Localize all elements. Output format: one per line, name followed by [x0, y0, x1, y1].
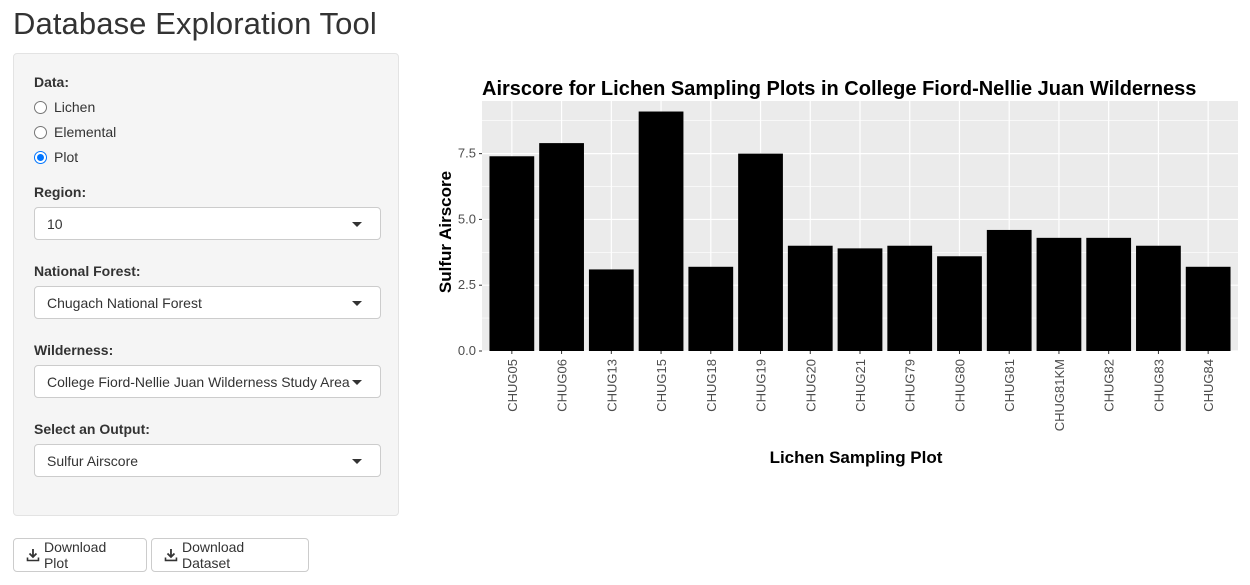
radio-label-elemental: Elemental — [54, 124, 117, 140]
download-icon — [164, 549, 178, 562]
x-tick-label: CHUG05 — [505, 359, 520, 412]
x-tick-label: CHUG15 — [654, 359, 669, 412]
x-tick-label: CHUG82 — [1102, 359, 1117, 412]
x-tick-label: CHUG13 — [604, 359, 619, 412]
bars — [489, 111, 1231, 351]
bar-chug15 — [638, 111, 684, 351]
caret-down-icon — [352, 459, 362, 464]
bar-chug81 — [986, 229, 1032, 351]
bar-chug81km — [1036, 237, 1082, 351]
x-tick-label: CHUG18 — [704, 359, 719, 412]
radio-button-lichen[interactable] — [34, 100, 47, 114]
y-tick-label: 2.5 — [458, 277, 476, 292]
national-forest-select-value: Chugach National Forest — [47, 295, 202, 311]
region-label: Region: — [34, 184, 87, 200]
region-select[interactable]: 10 — [34, 207, 381, 240]
download-dataset-label: Download Dataset — [181, 539, 245, 571]
x-tick-label: CHUG84 — [1201, 359, 1216, 412]
x-tick-label: CHUG19 — [754, 359, 769, 412]
radio-label-lichen: Lichen — [54, 99, 96, 115]
sidebar-panel: Data: Lichen Elemental Plot Region: 10 N… — [13, 53, 399, 516]
bar-chug83 — [1136, 245, 1181, 351]
bar-chug80 — [937, 256, 982, 351]
download-icon — [26, 549, 40, 562]
bar-chug84 — [1185, 266, 1231, 351]
wilderness-select-value: College Fiord-Nellie Juan Wilderness Stu… — [47, 374, 350, 390]
y-axis: 0.0 2.5 5.0 7.5 — [458, 146, 482, 358]
x-tick-label: CHUG79 — [903, 359, 918, 412]
download-plot-label: Download Plot — [43, 539, 107, 571]
radio-button-elemental[interactable] — [34, 125, 47, 139]
national-forest-label: National Forest: — [34, 263, 141, 279]
download-plot-button[interactable]: Download Plot — [13, 538, 147, 572]
caret-down-icon — [352, 380, 362, 385]
bar-chug13 — [588, 269, 634, 351]
bar-chug21 — [837, 248, 883, 351]
y-tick-label: 5.0 — [458, 211, 476, 226]
x-tick-label: CHUG21 — [853, 359, 868, 412]
x-axis-title: Lichen Sampling Plot — [770, 448, 943, 467]
airscore-bar-chart: Airscore for Lichen Sampling Plots in Co… — [436, 78, 1238, 467]
app-title: Database Exploration Tool — [13, 6, 377, 41]
wilderness-select[interactable]: College Fiord-Nellie Juan Wilderness Stu… — [34, 365, 381, 398]
bar-chug05 — [489, 156, 535, 351]
x-tick-label: CHUG81 — [1002, 359, 1017, 412]
x-tick-label: CHUG20 — [803, 359, 818, 412]
radio-button-plot[interactable] — [34, 150, 47, 164]
data-label: Data: — [34, 74, 70, 90]
x-tick-label: CHUG06 — [555, 359, 570, 412]
output-select-value: Sulfur Airscore — [47, 453, 139, 469]
chart-title: Airscore for Lichen Sampling Plots in Co… — [482, 78, 1196, 100]
caret-down-icon — [352, 301, 362, 306]
wilderness-label: Wilderness: — [34, 342, 114, 358]
radio-option-plot[interactable]: Plot — [34, 147, 78, 167]
bar-chug82 — [1086, 237, 1132, 351]
x-tick-label: CHUG81KM — [1052, 359, 1067, 431]
output-select[interactable]: Sulfur Airscore — [34, 444, 381, 477]
x-tick-label: CHUG83 — [1151, 359, 1166, 412]
x-axis: CHUG05 CHUG06 CHUG13 CHUG15 CHUG18 CHUG19 CHUG… — [505, 351, 1216, 431]
bar-chug18 — [688, 266, 734, 351]
y-axis-title: Sulfur Airscore — [436, 171, 455, 293]
y-tick-label: 7.5 — [458, 146, 476, 161]
bar-chug79 — [887, 245, 933, 351]
bar-chug06 — [539, 143, 584, 351]
caret-down-icon — [352, 222, 362, 227]
output-label: Select an Output: — [34, 421, 150, 437]
radio-option-elemental[interactable]: Elemental — [34, 122, 116, 142]
x-tick-label: CHUG80 — [952, 359, 967, 412]
region-select-value: 10 — [47, 216, 63, 232]
radio-label-plot: Plot — [54, 149, 79, 165]
bar-chug19 — [738, 153, 783, 351]
download-dataset-button[interactable]: Download Dataset — [151, 538, 309, 572]
radio-option-lichen[interactable]: Lichen — [34, 97, 95, 117]
national-forest-select[interactable]: Chugach National Forest — [34, 286, 381, 319]
y-tick-label: 0.0 — [458, 343, 476, 358]
bar-chug20 — [787, 245, 833, 351]
